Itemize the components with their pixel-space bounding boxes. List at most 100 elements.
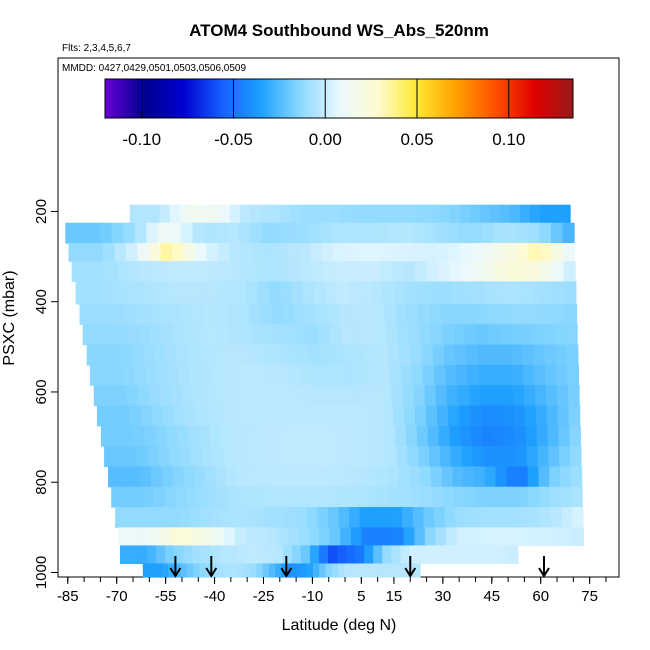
colorbar-tick-label: -0.10: [122, 130, 161, 149]
heatmap-cell: [530, 527, 542, 547]
heatmap-cell: [473, 466, 486, 488]
heatmap-cell: [487, 324, 500, 346]
heatmap-cell: [547, 425, 560, 447]
heatmap-cell: [479, 385, 492, 407]
heatmap-cell: [307, 324, 320, 346]
heatmap-cell: [161, 324, 174, 346]
heatmap-cell: [495, 466, 507, 488]
heatmap-cell: [147, 507, 159, 528]
heatmap-cell: [291, 545, 302, 565]
x-axis: -85 -70 -55 -40 -25 -10 5 15 30 45 60 75: [57, 577, 607, 605]
y-tick-label: 800: [33, 470, 50, 495]
heatmap-cell: [385, 446, 398, 468]
heatmap-cell: [341, 324, 353, 346]
heatmap-cell: [346, 486, 358, 508]
heatmap-cell: [455, 344, 467, 366]
heatmap-cell: [148, 385, 161, 407]
heatmap-cell: [538, 466, 550, 488]
heatmap-cell: [549, 466, 561, 488]
heatmap-cell: [247, 466, 260, 488]
heatmap-cell: [305, 303, 318, 325]
heatmap-cell: [226, 385, 238, 407]
heatmap-cell: [382, 281, 395, 305]
heatmap-cell: [490, 545, 501, 565]
heatmap-cell: [422, 364, 435, 386]
heatmap-cell: [218, 243, 231, 262]
heatmap-cell: [237, 563, 245, 578]
heatmap-cell: [149, 243, 162, 262]
heatmap-cell: [167, 364, 180, 386]
heatmap-cell: [495, 261, 508, 282]
heatmap-cell: [274, 507, 286, 528]
heatmap-cell: [379, 243, 392, 262]
heatmap-cell: [111, 222, 124, 244]
heatmap-cell: [342, 222, 355, 244]
heatmap-cell: [166, 281, 179, 305]
heatmap-cell: [426, 261, 439, 282]
heatmap-cell: [121, 486, 134, 508]
heatmap-cell: [115, 507, 127, 528]
heatmap-cell: [457, 385, 470, 407]
heatmap-cell: [370, 507, 382, 528]
heatmap-cell: [192, 527, 204, 547]
heatmap-cell: [353, 446, 365, 468]
heatmap-cell: [382, 527, 394, 547]
heatmap-cell: [245, 527, 257, 547]
heatmap-cell: [327, 545, 338, 565]
heatmap-cell: [292, 385, 304, 407]
heatmap-cell: [223, 446, 235, 468]
heatmap-cell: [562, 222, 575, 244]
heatmap-cell: [344, 563, 352, 578]
flight-marker-arrowhead: [538, 567, 550, 578]
heatmap-cell: [273, 545, 284, 565]
heatmap-cell: [504, 222, 517, 244]
heatmap-cell: [317, 507, 329, 528]
heatmap-cell: [332, 344, 344, 366]
heatmap-cell: [456, 527, 468, 547]
heatmap-cell: [373, 303, 386, 325]
heatmap-cell: [200, 281, 213, 305]
colorbar-tick-label: 0.05: [400, 130, 433, 149]
heatmap-cell: [278, 364, 291, 386]
heatmap-cell: [162, 405, 175, 427]
heatmap-cell: [412, 507, 424, 528]
heatmap-cell: [160, 527, 172, 547]
heatmap-cell: [423, 507, 435, 528]
heatmap-cell: [147, 303, 160, 325]
heatmap-cell: [355, 466, 367, 488]
heatmap-cell: [517, 486, 530, 508]
heatmap-cell: [455, 507, 467, 528]
heatmap-cell: [557, 385, 569, 407]
heatmap-cell: [494, 446, 506, 468]
heatmap-cell: [282, 545, 293, 565]
heatmap-cell: [394, 563, 402, 578]
heatmap-cell: [435, 527, 447, 547]
heatmap-cell: [377, 466, 389, 488]
heatmap-cell: [228, 486, 241, 508]
heatmap-cell: [441, 466, 454, 488]
heatmap-cell: [380, 385, 393, 407]
heatmap-cell: [316, 405, 328, 427]
heatmap-cell: [242, 344, 255, 366]
heatmap-cell: [159, 204, 171, 224]
heatmap-cell: [261, 405, 274, 427]
heatmap-cell: [530, 204, 541, 224]
heatmap-cell: [371, 405, 383, 427]
heatmap-cell: [86, 281, 99, 305]
heatmap-cell: [516, 222, 529, 244]
heatmap-cell: [497, 507, 510, 528]
heatmap-cell: [177, 281, 190, 305]
heatmap-cell: [339, 303, 352, 325]
heatmap-cell: [378, 364, 391, 386]
heatmap-cell: [494, 243, 507, 262]
heatmap-cell: [192, 303, 205, 325]
heatmap-cell: [280, 281, 293, 305]
heatmap-cell: [108, 466, 120, 488]
heatmap-cell: [404, 405, 416, 427]
heatmap-cell: [445, 545, 456, 565]
heatmap-cell: [88, 222, 101, 244]
heatmap-cell: [125, 243, 139, 262]
heatmap-cell: [416, 281, 429, 305]
heatmap-cell: [562, 527, 574, 547]
heatmap-cell: [446, 385, 459, 407]
